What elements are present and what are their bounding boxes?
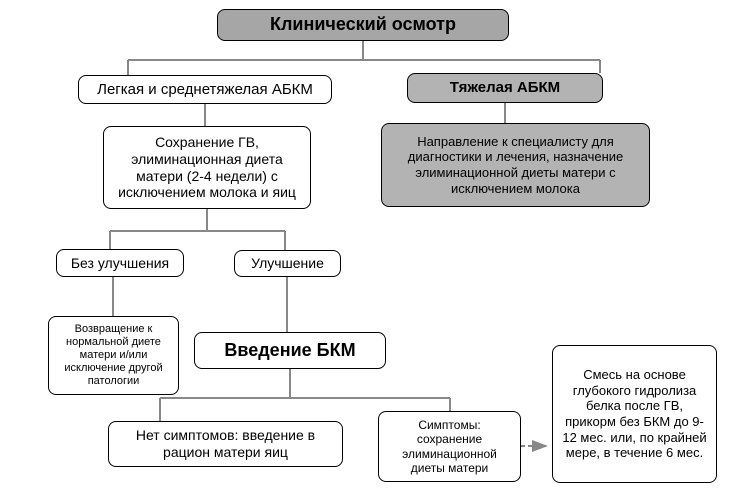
node-intro: Введение БКМ (194, 332, 386, 369)
node-symp: Симптомы: сохранение элиминационной диет… (378, 411, 521, 482)
node-improve-label: Улучшение (251, 255, 324, 272)
node-severe: Тяжелая АБКМ (407, 73, 603, 103)
node-noimprove: Без улучшения (56, 249, 184, 277)
node-noimprove-label: Без улучшения (71, 255, 169, 272)
node-severe-label: Тяжелая АБКМ (450, 79, 560, 97)
node-conserve-label: Сохранение ГВ, элиминационная диета мате… (110, 134, 304, 201)
node-nosymp-label: Нет симптомов: введение в рацион матери … (115, 427, 336, 461)
node-intro-label: Введение БКМ (224, 340, 355, 362)
node-nosymp: Нет симптомов: введение в рацион матери … (108, 421, 343, 467)
node-conserve: Сохранение ГВ, элиминационная диета мате… (103, 126, 311, 209)
node-improve: Улучшение (234, 250, 341, 277)
node-referral-label: Направление к специалисту для диагностик… (388, 134, 643, 196)
node-root: Клинический осмотр (217, 9, 509, 41)
node-referral: Направление к специалисту для диагностик… (381, 123, 650, 207)
node-formula-label: Смесь на основе глубокого гидролиза белк… (559, 367, 710, 461)
node-mild: Легкая и среднетяжелая АБКМ (78, 75, 332, 104)
node-mild-label: Легкая и среднетяжелая АБКМ (97, 81, 313, 99)
node-return-label: Возвращение к нормальной диете матери и/… (55, 323, 172, 389)
node-formula: Смесь на основе глубокого гидролиза белк… (552, 345, 717, 483)
node-return: Возвращение к нормальной диете матери и/… (48, 316, 179, 395)
node-root-label: Клинический осмотр (270, 14, 456, 36)
node-symp-label: Симптомы: сохранение элиминационной диет… (385, 418, 514, 476)
